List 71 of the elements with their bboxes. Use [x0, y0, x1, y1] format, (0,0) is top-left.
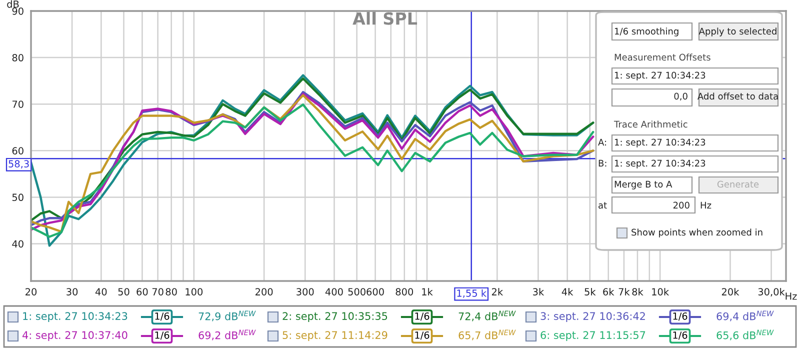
- x-tick-label: 500: [348, 288, 366, 296]
- text: 1/6: [155, 331, 170, 340]
- y-tick-label: 90: [12, 7, 24, 15]
- annotation: Add offset to data: [697, 92, 778, 100]
- x-tick-label: 70: [152, 288, 164, 296]
- annotation: 0,0: [674, 92, 688, 101]
- y-tick-label: 70: [12, 100, 24, 108]
- y-tick-label: 80: [12, 54, 24, 62]
- x-tick-label: 50: [118, 288, 130, 296]
- x-tick-label: 5k: [584, 288, 596, 296]
- chart-title: All SPL: [352, 12, 418, 25]
- x-tick-label: 60: [136, 288, 148, 296]
- annotation: Generate: [717, 180, 759, 188]
- x-tick-label: 40: [95, 288, 107, 296]
- x-tick-label: 20k: [722, 288, 740, 296]
- text: 69,4 dB$^{NEW}$: [716, 310, 774, 322]
- text: 72,9 dB$^{NEW}$: [198, 310, 256, 322]
- x-tick-label: 8k: [632, 288, 644, 296]
- text: 72,4 dB$^{NEW}$: [458, 310, 516, 322]
- annotation: Measurement Offsets: [614, 54, 710, 61]
- y-axis-title: dB: [7, 0, 19, 8]
- annotation: B:: [598, 160, 606, 166]
- text: 1/6: [155, 312, 170, 321]
- x-tick-label: 3k: [533, 288, 544, 296]
- text: 65,7 dB$^{NEW}$: [458, 330, 516, 340]
- text: 1/6: [673, 312, 688, 321]
- ref-line-label: 1,55 k: [457, 289, 487, 298]
- x-tick-label: 7k: [618, 288, 630, 296]
- x-tick-label: 30,0k: [758, 288, 785, 296]
- annotation: Hz: [700, 202, 712, 208]
- text: 69,2 dB$^{NEW}$: [198, 330, 256, 340]
- text: 4: sept. 27 10:37:40: [22, 331, 128, 342]
- text: 5: sept. 27 11:14:29: [282, 331, 388, 342]
- text: 1/6: [673, 331, 688, 340]
- annotation: 200: [673, 202, 690, 209]
- x-tick-label: 100: [186, 288, 203, 296]
- annotation: Merge B to A: [614, 180, 672, 190]
- y-tick-label: 40: [12, 240, 24, 248]
- x-tick-label: 200: [256, 288, 273, 296]
- annotation: Show points when zoomed in: [632, 228, 762, 238]
- annotation: Trace Arithmetic: [614, 120, 688, 128]
- text: 1/6: [415, 312, 430, 321]
- x-tick-label: 30: [66, 288, 78, 296]
- x-axis-title: Hz: [786, 292, 797, 300]
- y-tick-label: 50: [12, 194, 24, 202]
- x-tick-label: 80: [166, 288, 177, 296]
- annotation: Apply to selected: [698, 28, 776, 36]
- text: 6: sept. 27 11:15:57: [540, 331, 646, 342]
- annotation: 1: sept. 27 10:34:23: [614, 138, 706, 148]
- y-tick-label: 60: [12, 147, 24, 154]
- ref-line-label: 58,3: [8, 160, 29, 168]
- x-tick-label: 2k: [492, 288, 504, 296]
- annotation: at: [598, 202, 607, 209]
- text: 1/6: [415, 331, 430, 340]
- text: 1: sept. 27 10:34:23: [23, 312, 128, 322]
- x-tick-label: 4k: [562, 288, 574, 296]
- x-tick-label: 400: [325, 288, 343, 296]
- annotation: 1: sept. 27 10:34:23: [614, 72, 706, 80]
- x-tick-label: 600: [366, 288, 384, 296]
- x-tick-label: 20: [26, 288, 37, 296]
- text: 65,6 dB$^{NEW}$: [716, 330, 774, 340]
- x-tick-label: 800: [396, 288, 414, 296]
- annotation: 1: sept. 27 10:34:23: [614, 160, 706, 168]
- text: 2: sept. 27 10:35:35: [282, 312, 388, 322]
- text: 3: sept. 27 10:36:42: [540, 312, 645, 322]
- annotation: 1/6 smoothing: [614, 28, 678, 36]
- x-tick-label: 300: [296, 288, 314, 296]
- annotation: A:: [598, 138, 606, 146]
- x-tick-label: 10k: [652, 288, 670, 296]
- x-tick-label: 6k: [603, 288, 614, 296]
- x-tick-label: 1k: [422, 288, 433, 296]
